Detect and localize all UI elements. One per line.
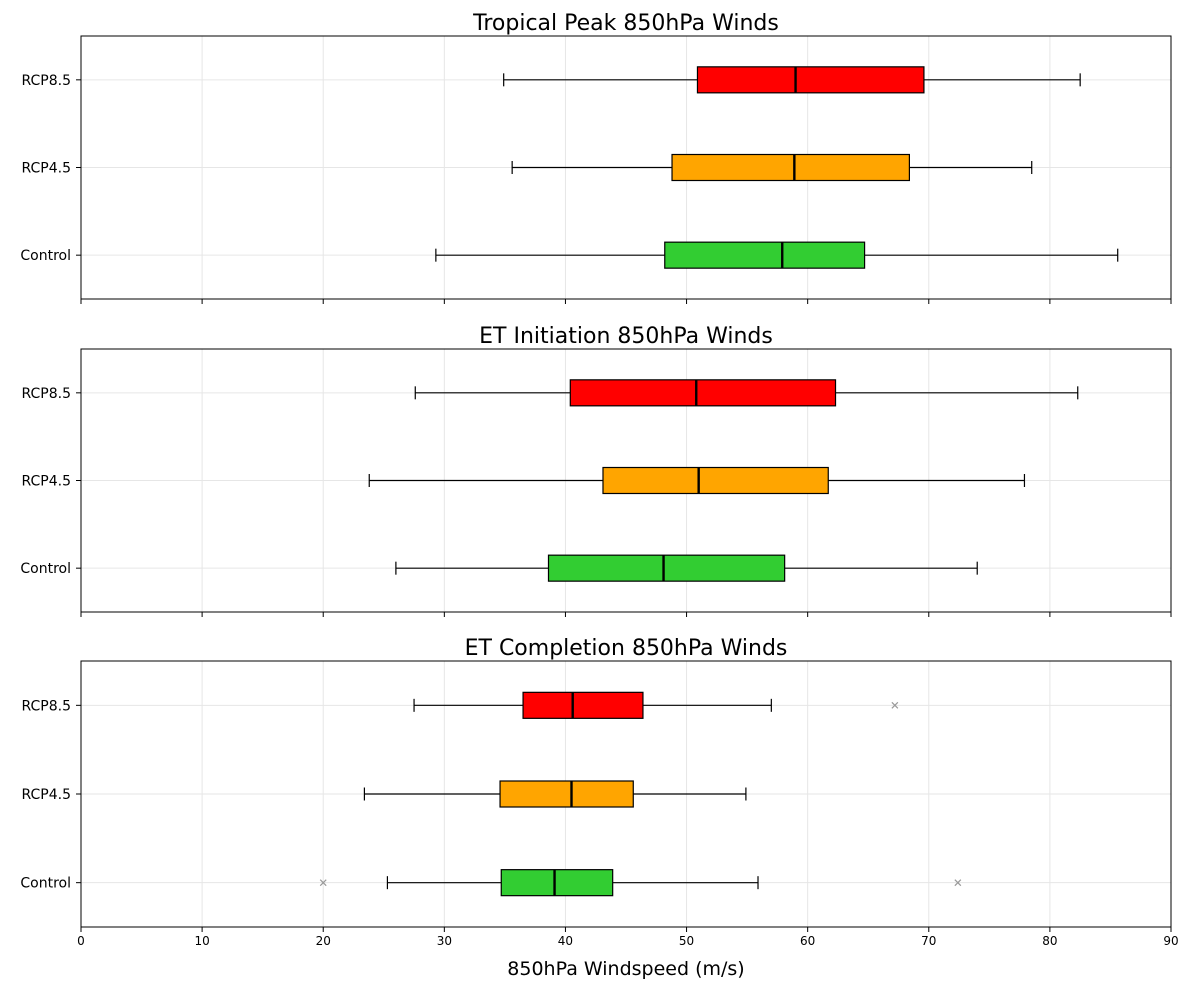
x-tick-label: 80 bbox=[1042, 934, 1057, 948]
chart-title: ET Completion 850hPa Winds bbox=[465, 636, 788, 661]
box-rcp45 bbox=[602, 466, 829, 495]
x-tick-label: 60 bbox=[800, 934, 815, 948]
y-tick-label: RCP4.5 bbox=[21, 787, 71, 803]
box-rcp85 bbox=[522, 691, 644, 719]
outlier-marker bbox=[954, 879, 962, 887]
box-rcp85 bbox=[569, 379, 837, 407]
y-tick-label: Control bbox=[20, 876, 71, 892]
y-tick-label: RCP8.5 bbox=[21, 698, 71, 714]
y-tick-label: RCP4.5 bbox=[21, 161, 71, 177]
box-rcp45 bbox=[499, 780, 634, 808]
x-tick-label: 0 bbox=[77, 934, 85, 948]
y-tick-label: RCP8.5 bbox=[21, 386, 71, 402]
chart-title: Tropical Peak 850hPa Winds bbox=[472, 11, 779, 36]
outlier-marker bbox=[891, 701, 899, 709]
box-control bbox=[547, 554, 786, 582]
x-tick-label: 10 bbox=[194, 934, 209, 948]
box-rcp45 bbox=[671, 153, 910, 182]
x-tick-label: 50 bbox=[679, 934, 694, 948]
y-tick-label: Control bbox=[20, 248, 71, 264]
y-tick-label: RCP4.5 bbox=[21, 474, 71, 490]
box-control bbox=[664, 241, 866, 269]
y-tick-label: Control bbox=[20, 561, 71, 577]
x-tick-label: 70 bbox=[921, 934, 936, 948]
x-tick-label: 30 bbox=[437, 934, 452, 948]
box-control bbox=[500, 869, 614, 897]
x-tick-label: 90 bbox=[1163, 934, 1178, 948]
outlier-marker bbox=[319, 879, 327, 887]
y-tick-label: RCP8.5 bbox=[21, 73, 71, 89]
box-rcp85 bbox=[696, 66, 925, 94]
chart-title: ET Initiation 850hPa Winds bbox=[479, 324, 773, 349]
x-tick-label: 40 bbox=[558, 934, 573, 948]
x-tick-label: 20 bbox=[316, 934, 331, 948]
x-axis-label: 850hPa Windspeed (m/s) bbox=[507, 958, 744, 980]
